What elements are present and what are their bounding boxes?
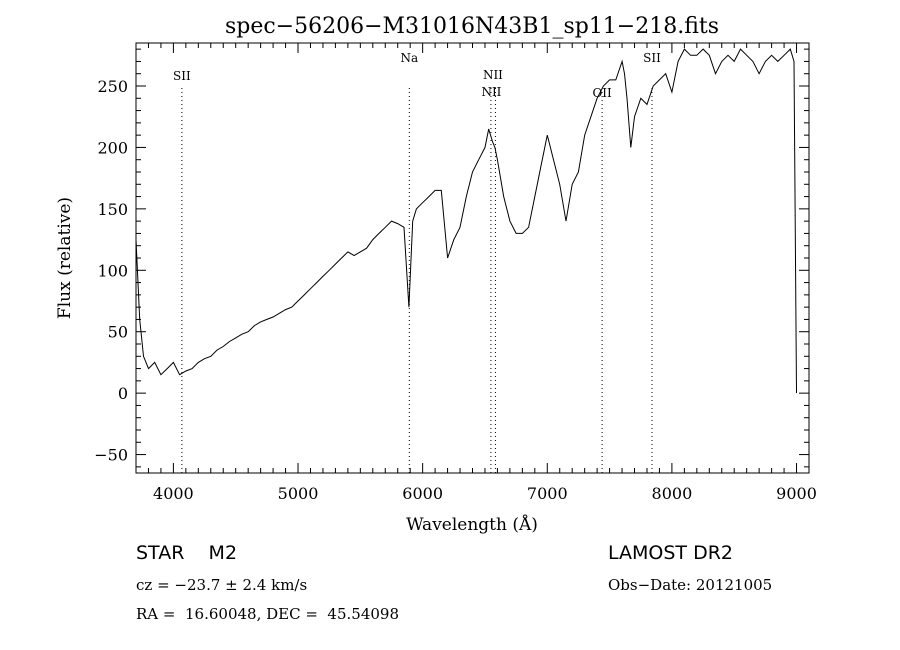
x-axis-label: Wavelength (Å) [406,514,538,535]
y-tick-label: 150 [97,200,128,219]
spectrum-line [135,48,797,394]
redshift-text: cz = −23.7 ± 2.4 km/s [136,576,308,594]
line-label: OII [592,86,612,100]
x-tick-label: 8000 [652,484,693,503]
y-tick-label: −50 [94,446,128,465]
coordinates: RA = 16.60048, DEC = 45.54098 [136,605,400,623]
plot-frame [135,42,810,474]
x-tick-label: 6000 [402,484,443,503]
line-label: Na [400,51,418,65]
y-tick-label: 100 [97,261,128,280]
y-tick-label: 250 [97,77,128,96]
x-tick-label: 4000 [153,484,194,503]
spectrum-series [135,48,797,394]
line-label: NII [483,68,503,82]
line-label: SII [643,51,661,65]
chart-title: spec−56206−M31016N43B1_sp11−218.fits [225,14,719,39]
obs-date: Obs−Date: 20121005 [608,576,773,594]
object-class: STAR M2 [136,542,238,564]
x-tick-label: 9000 [776,484,817,503]
y-tick-label: 200 [97,138,128,157]
y-tick-label: 50 [108,323,128,342]
line-label: SII [173,69,191,83]
survey-name: LAMOST DR2 [608,542,733,564]
emission-lines: SII Na NII NII OII SII [173,51,661,473]
line-label: NII [481,85,501,99]
y-tick-label: 0 [118,384,128,403]
x-tick-label: 5000 [278,484,319,503]
axis-ticks: 4000 5000 6000 7000 8000 9000 −50 0 50 100 150 200 2… [94,43,817,503]
y-axis-label: Flux (relative) [55,197,75,319]
x-tick-label: 7000 [527,484,568,503]
